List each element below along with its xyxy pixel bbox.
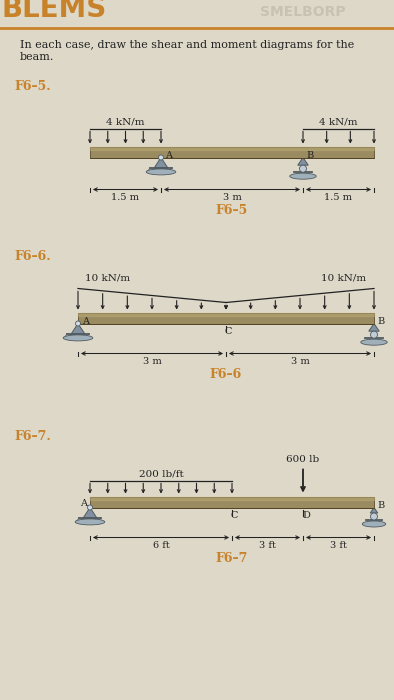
Text: B: B [377,501,384,510]
Text: 1.5 m: 1.5 m [325,193,353,202]
Circle shape [370,513,377,520]
Ellipse shape [75,519,105,525]
Text: C: C [231,512,238,521]
Circle shape [299,165,307,172]
Text: 10 kN/m: 10 kN/m [322,274,366,283]
Ellipse shape [63,335,93,341]
Text: 3 ft: 3 ft [259,540,276,550]
Bar [90,146,374,158]
Text: F6–5.: F6–5. [14,80,50,93]
Text: D: D [302,512,310,521]
Text: 6 ft: 6 ft [152,540,169,550]
Ellipse shape [146,169,176,175]
Text: 1.5 m: 1.5 m [112,193,139,202]
Text: 10 kN/m: 10 kN/m [85,274,130,283]
Text: A: A [80,500,87,508]
Circle shape [87,505,93,510]
Polygon shape [71,323,85,334]
Text: 3 m: 3 m [223,193,242,202]
Text: 3 m: 3 m [143,356,162,365]
Text: A: A [82,316,89,326]
Ellipse shape [361,340,387,345]
Text: B: B [377,318,384,326]
Polygon shape [369,323,379,331]
Text: In each case, draw the shear and moment diagrams for the: In each case, draw the shear and moment … [20,40,354,50]
Circle shape [158,155,164,160]
Ellipse shape [362,521,386,527]
Text: 4 kN/m: 4 kN/m [106,118,145,127]
Text: F6–6.: F6–6. [14,250,50,263]
Polygon shape [370,508,378,513]
Text: A: A [165,151,172,160]
Ellipse shape [290,173,316,179]
Text: F6–6: F6–6 [210,368,242,381]
Text: BLEMS: BLEMS [2,0,107,23]
Polygon shape [83,508,97,518]
Text: 3 ft: 3 ft [330,540,347,550]
Circle shape [370,331,377,338]
Text: F6–7.: F6–7. [14,430,51,443]
Text: F6–7: F6–7 [216,552,248,564]
Text: B: B [306,151,313,160]
Text: C: C [225,326,232,335]
Bar [90,496,374,507]
Text: SMELBORP: SMELBORP [260,5,346,19]
Text: 3 m: 3 m [291,356,309,365]
Bar [78,312,374,323]
Circle shape [76,321,80,326]
Text: beam.: beam. [20,52,54,62]
Text: F6–5: F6–5 [216,204,248,216]
Polygon shape [154,158,168,168]
Text: 600 lb: 600 lb [286,456,320,465]
Polygon shape [298,158,308,165]
Text: 200 lb/ft: 200 lb/ft [139,470,183,479]
Text: 4 kN/m: 4 kN/m [319,118,358,127]
